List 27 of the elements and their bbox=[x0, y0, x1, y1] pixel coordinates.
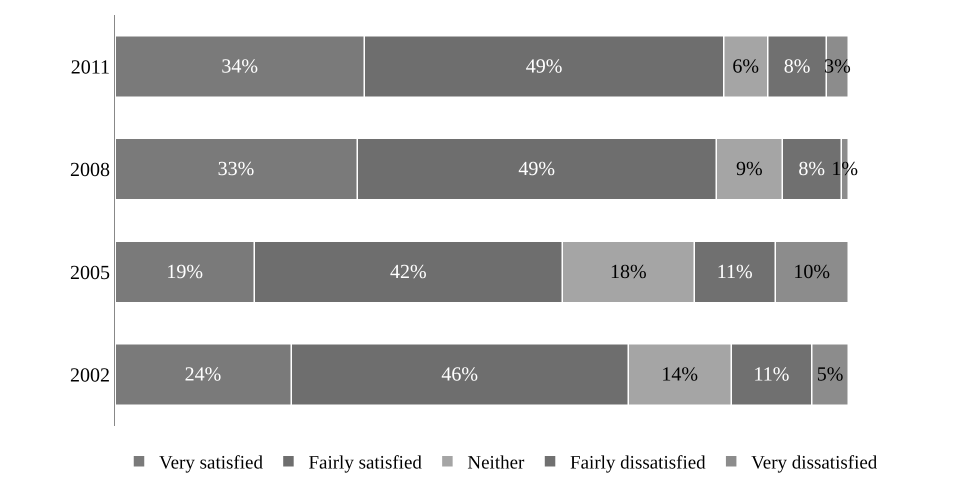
data-label: 19% bbox=[166, 260, 204, 283]
legend-label: Fairly satisfied bbox=[308, 452, 422, 474]
data-label: 8% bbox=[784, 55, 810, 78]
data-label: 11% bbox=[716, 260, 753, 283]
data-label: 11% bbox=[753, 364, 790, 386]
data-label: 18% bbox=[610, 260, 647, 283]
data-label: 14% bbox=[661, 364, 698, 386]
y-tick-label: 2002 bbox=[70, 364, 110, 387]
data-label: 10% bbox=[793, 260, 830, 283]
data-label: 5% bbox=[816, 364, 844, 386]
data-label: 9% bbox=[736, 158, 763, 180]
data-label: 46% bbox=[441, 364, 478, 386]
data-label: 49% bbox=[526, 55, 562, 78]
y-tick-label: 2011 bbox=[70, 56, 110, 78]
data-label: 8% bbox=[798, 158, 826, 180]
data-label: 42% bbox=[390, 260, 427, 283]
data-label: 24% bbox=[184, 364, 222, 386]
legend-label: Very dissatisfied bbox=[751, 452, 878, 474]
data-label: 6% bbox=[732, 55, 760, 78]
legend-label: Very satisfied bbox=[159, 452, 264, 474]
legend-label: Fairly dissatisfied bbox=[570, 452, 706, 474]
data-label: 33% bbox=[218, 158, 254, 180]
data-label: 49% bbox=[518, 158, 556, 180]
legend-label: Neither bbox=[467, 452, 526, 474]
y-tick-label: 2005 bbox=[70, 262, 110, 284]
data-label: 34% bbox=[221, 55, 258, 78]
y-tick-label: 2008 bbox=[70, 159, 110, 182]
